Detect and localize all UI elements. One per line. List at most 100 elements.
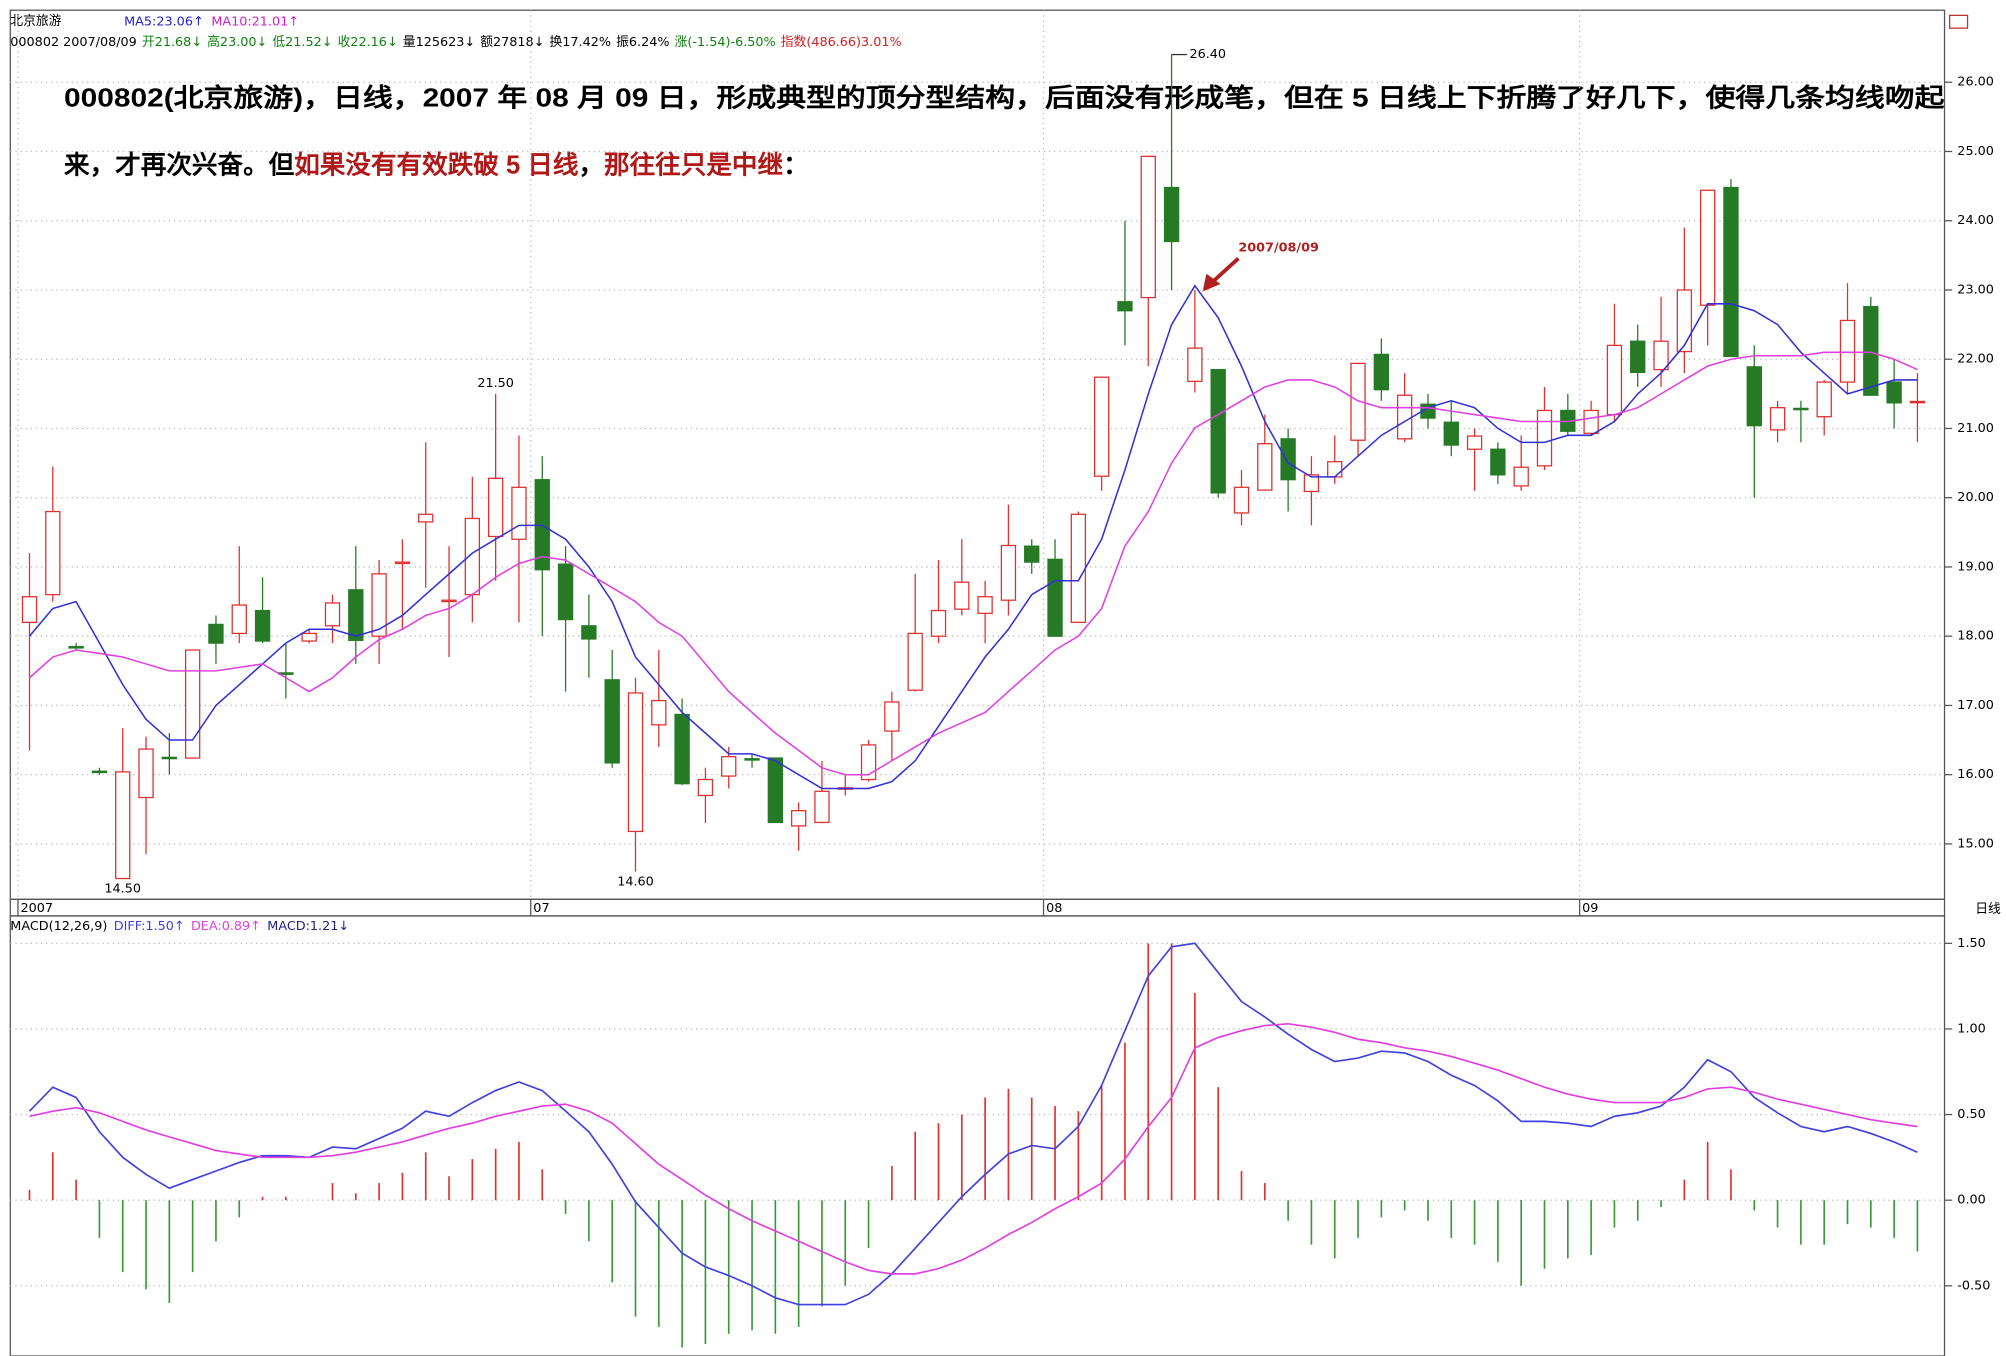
y-tick-label: 25.00 [1957, 144, 1994, 159]
y-tick-label: 19.00 [1957, 559, 1994, 574]
candle-body [1443, 421, 1459, 446]
annotation-segment: 来，才再次兴奋。但 [64, 150, 295, 179]
candle-body [231, 604, 247, 635]
x-tick-label: 2007 [21, 901, 54, 916]
y-tick-label: 20.00 [1957, 490, 1994, 505]
quote-item: 换17.42% [549, 35, 611, 50]
point-label: 26.40 [1189, 47, 1226, 62]
candle-body [441, 599, 457, 603]
annotation-segment: 如果没有有效跌破 5 日线 [294, 149, 579, 179]
legend-entry: MACD:1.21↓ [267, 919, 349, 934]
y-tick-label: 26.00 [1957, 75, 1994, 90]
annotation-line: 000802(北京旅游)，日线，2007 年 08 月 09 日，形成典型的顶分… [64, 83, 1945, 113]
macd-line [29, 1022, 1918, 1275]
candle-body [1536, 409, 1553, 467]
quote-item: 指数(486.66)3.01% [781, 35, 902, 50]
macd-title: MACD(12,26,9) [10, 919, 107, 934]
quote-item: 开21.68↓ [142, 35, 202, 50]
point-label: 14.60 [617, 874, 654, 889]
quote-item: 收22.16↓ [338, 35, 398, 50]
macd-legend: MACD(12,26,9) DIFF:1.50↑ DEA:0.89↑ MACD:1.2… [10, 919, 349, 934]
candle-body [721, 756, 737, 777]
candle-body [1303, 474, 1320, 493]
ma-legend: MA5:23.06↑ MA10:21.01↑ [124, 14, 299, 29]
candle-body [1769, 407, 1786, 431]
candle-body [627, 692, 644, 833]
period-icon[interactable] [1949, 14, 1969, 29]
candle-body [604, 679, 620, 764]
annotation-line: 来，才再次兴奋。但如果没有有效跌破 5 日线，那往往只是中继： [64, 149, 809, 179]
candle-body [884, 701, 900, 732]
candle-body [348, 589, 364, 641]
candle-body [860, 744, 877, 781]
candle-body [1280, 438, 1296, 481]
candle-body [1466, 435, 1483, 450]
candle-body [651, 699, 667, 726]
y-tick-label: 22.00 [1957, 352, 1994, 367]
candle-body [1093, 376, 1110, 477]
candle-body [1187, 347, 1203, 383]
candle-body [1396, 394, 1413, 440]
y-tick-label: 17.00 [1957, 698, 1994, 713]
candle-body [1583, 409, 1599, 434]
candle-body [1886, 381, 1902, 404]
candle-body [115, 771, 131, 880]
candle-body [1653, 340, 1669, 371]
candle-body [394, 561, 411, 565]
candle-body [790, 810, 807, 827]
ma-legend-item: MA5:23.06↑ [124, 14, 204, 29]
candle-body [1024, 545, 1040, 563]
x-tick-label: 08 [1046, 901, 1062, 916]
candle-body [1699, 189, 1716, 306]
candle-body [1210, 368, 1226, 494]
candle-body [138, 748, 154, 799]
candle-body [1723, 186, 1739, 358]
y-tick-label: 0.00 [1957, 1193, 1985, 1208]
quote-item: 高23.00↓ [207, 34, 267, 50]
annotation-segment: ： [783, 151, 809, 179]
candle-body [1257, 443, 1273, 491]
candle-body [1676, 289, 1693, 353]
candle-body [767, 757, 784, 824]
legend-entry: DEA:0.89↑ [191, 919, 261, 934]
y-tick-label: 15.00 [1957, 836, 1994, 851]
candle-body [1140, 155, 1156, 299]
y-tick-label: 0.50 [1957, 1107, 1985, 1122]
y-tick-label: 21.00 [1957, 421, 1994, 436]
ma-legend-item: MA10:21.01↑ [211, 14, 299, 29]
y-tick-label: 23.00 [1957, 282, 1994, 297]
y-tick-label: 16.00 [1957, 767, 1994, 782]
candle-body [977, 596, 993, 614]
candle-body [1373, 353, 1390, 391]
quote-item: 振6.24% [616, 35, 669, 50]
candle-body [511, 486, 527, 540]
candle-body [744, 758, 760, 761]
point-label: 14.50 [104, 881, 141, 896]
candle-body [1606, 344, 1623, 416]
candle-body [21, 596, 38, 623]
stock-name: 北京旅游 [10, 14, 61, 29]
macd-line [28, 942, 1918, 1306]
candle-body [301, 632, 317, 642]
candle-body [1000, 544, 1017, 601]
candle-body [907, 632, 923, 691]
candle-body [1070, 513, 1087, 623]
candle-body [557, 563, 574, 621]
ma-line [28, 284, 1918, 790]
candle-body [1793, 407, 1809, 411]
candle-body [324, 602, 341, 627]
candle-body [68, 645, 84, 649]
candle-body [1513, 466, 1529, 487]
point-label: 21.50 [477, 376, 514, 391]
candle-body [1117, 301, 1133, 312]
candle-body [45, 510, 61, 596]
x-tick-label: 07 [533, 901, 549, 916]
candle-body [1816, 381, 1832, 418]
candle-body [1863, 305, 1879, 396]
candle-body [254, 609, 271, 642]
candle-body [1233, 486, 1250, 514]
candle-body [697, 778, 714, 797]
candle-body [674, 713, 690, 785]
quote-item: 000802 2007/08/09 [10, 35, 137, 50]
